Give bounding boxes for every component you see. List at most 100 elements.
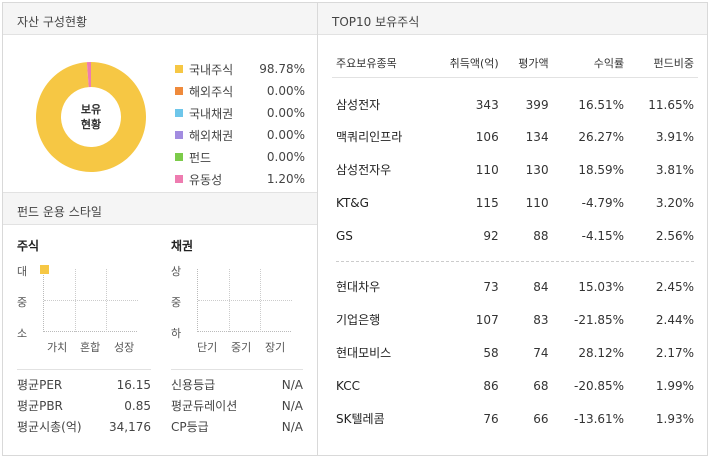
table-row: 삼성전자 343 399 16.51% 11.65% — [332, 77, 698, 120]
holding-cost: 110 — [475, 162, 499, 177]
table-row: 삼성전자우 110 130 18.59% 3.81% — [332, 153, 698, 186]
stock-style-marker — [40, 265, 49, 274]
col-header-weight: 펀드비중 — [628, 49, 698, 78]
holding-return: 18.59% — [578, 162, 625, 177]
bond-style-grid — [197, 269, 292, 332]
legend-item: 유동성 1.20% — [175, 168, 305, 190]
legend-value: 0.00% — [266, 150, 305, 164]
legend-value: 1.20% — [266, 172, 305, 186]
stock-y-label-large: 대 — [17, 265, 28, 278]
legend-item: 국내주식 98.78% — [175, 58, 305, 80]
table-row: KCC 86 68 -20.85% 1.99% — [332, 369, 698, 402]
table-header-row: 주요보유종목 취득액(억) 평가액 수익률 펀드비중 — [332, 49, 698, 78]
holding-cost: 92 — [483, 228, 499, 243]
fund-style-section: 펀드 운용 스타일 — [3, 192, 317, 225]
col-header-return: 수익률 — [552, 49, 629, 78]
stat-value: 16.15 — [116, 377, 151, 392]
stat-row-credit: 신용등급 N/A — [171, 374, 303, 395]
holding-name: KCC — [336, 378, 360, 393]
holding-value: 83 — [533, 312, 549, 327]
separator-cell — [332, 252, 698, 270]
holding-weight: 2.44% — [655, 312, 694, 327]
stat-label: 신용등급 — [171, 378, 216, 392]
legend-label: 국내채권 — [189, 106, 234, 121]
holding-name: 현대차우 — [336, 280, 381, 294]
holding-return: 26.27% — [578, 129, 625, 144]
holding-name: 삼성전자 — [336, 98, 381, 113]
stat-value: 0.85 — [124, 398, 151, 413]
holding-return: -4.79% — [581, 195, 625, 210]
stat-value: N/A — [281, 398, 303, 413]
donut-slice — [36, 62, 146, 172]
col-header-cost: 취득액(억) — [428, 49, 503, 78]
holding-cost: 343 — [475, 97, 499, 112]
holding-cost: 76 — [483, 411, 499, 426]
bond-stats: 신용등급 N/A 평균듀레이션 N/A CP등급 N/A — [171, 369, 303, 437]
holding-value: 130 — [525, 162, 549, 177]
holding-value: 68 — [533, 378, 549, 393]
donut-slice — [86, 62, 91, 88]
stat-label: 평균듀레이션 — [171, 399, 238, 413]
legend-item: 국내채권 0.00% — [175, 102, 305, 124]
holding-return: -20.85% — [573, 378, 625, 393]
fund-style-header: 펀드 운용 스타일 — [3, 193, 317, 225]
asset-donut-chart: 보유 현황 — [35, 61, 147, 173]
bond-y-label-low: 하 — [171, 327, 182, 340]
legend-swatch — [175, 109, 183, 117]
holding-cost: 86 — [483, 378, 499, 393]
bond-grid-vline — [260, 269, 261, 332]
stock-y-label-small: 소 — [17, 327, 28, 340]
bond-style-title: 채권 — [171, 239, 194, 253]
holding-name: 기업은행 — [336, 313, 381, 327]
holding-name: 맥쿼리인프라 — [336, 130, 403, 144]
stat-value: N/A — [281, 419, 303, 434]
holding-return: 15.03% — [578, 279, 625, 294]
stock-stats: 평균PER 16.15 평균PBR 0.85 평균시총(억) 34,176 — [17, 369, 151, 437]
legend-swatch — [175, 65, 183, 73]
bond-style-box: 채권 상 중 하 단기 중기 장기 — [171, 237, 301, 357]
asset-composition-header: 자산 구성현황 — [3, 3, 317, 35]
legend-label: 해외채권 — [189, 128, 234, 143]
holding-weight: 2.45% — [655, 279, 694, 294]
holding-cost: 115 — [475, 195, 499, 210]
table-row: GS 92 88 -4.15% 2.56% — [332, 219, 698, 252]
legend-value: 0.00% — [266, 106, 305, 120]
stock-x-label-blend: 혼합 — [80, 341, 101, 354]
holding-value: 84 — [533, 279, 549, 294]
holding-cost: 58 — [483, 345, 499, 360]
donut-svg — [36, 62, 146, 172]
top10-header: TOP10 보유주식 — [318, 3, 707, 35]
legend-label: 유동성 — [189, 172, 223, 187]
stock-x-label-growth: 성장 — [114, 341, 135, 354]
holding-cost: 106 — [475, 129, 499, 144]
table-row: 맥쿼리인프라 106 134 26.27% 3.91% — [332, 120, 698, 153]
col-header-stock: 주요보유종목 — [332, 49, 429, 78]
table-row: KT&G 115 110 -4.79% 3.20% — [332, 186, 698, 219]
stock-grid-hline — [44, 300, 138, 301]
holding-weight: 3.81% — [655, 162, 694, 177]
bond-grid-vline — [229, 269, 230, 332]
legend-item: 해외주식 0.00% — [175, 80, 305, 102]
legend-label: 해외주식 — [189, 84, 234, 99]
legend-value: 0.00% — [266, 128, 305, 142]
stock-style-box: 주식 대 중 소 가치 혼합 성장 — [17, 237, 147, 357]
holding-return: 28.12% — [578, 345, 625, 360]
top10-holdings-table: 주요보유종목 취득액(억) 평가액 수익률 펀드비중 삼성전자 343 399 16.… — [332, 49, 698, 435]
holding-name: 현대모비스 — [336, 346, 392, 360]
legend-item: 해외채권 0.00% — [175, 124, 305, 146]
stock-x-label-value: 가치 — [47, 341, 68, 354]
holding-cost: 107 — [475, 312, 499, 327]
legend-swatch — [175, 87, 183, 95]
table-row: SK텔레콤 76 66 -13.61% 1.93% — [332, 402, 698, 435]
table-row: 현대모비스 58 74 28.12% 2.17% — [332, 336, 698, 369]
holding-return: -13.61% — [573, 411, 625, 426]
stat-label: 평균시총(억) — [17, 420, 82, 434]
right-panel: TOP10 보유주식 주요보유종목 취득액(억) 평가액 수익률 펀드비중 삼성… — [317, 2, 708, 456]
stock-style-title: 주식 — [17, 239, 40, 253]
stat-label: 평균PBR — [17, 399, 63, 413]
holding-weight: 1.99% — [655, 378, 694, 393]
stat-row-cp: CP등급 N/A — [171, 416, 303, 437]
holding-name: 삼성전자우 — [336, 163, 392, 177]
holding-return: -21.85% — [573, 312, 625, 327]
holding-cost: 73 — [483, 279, 499, 294]
